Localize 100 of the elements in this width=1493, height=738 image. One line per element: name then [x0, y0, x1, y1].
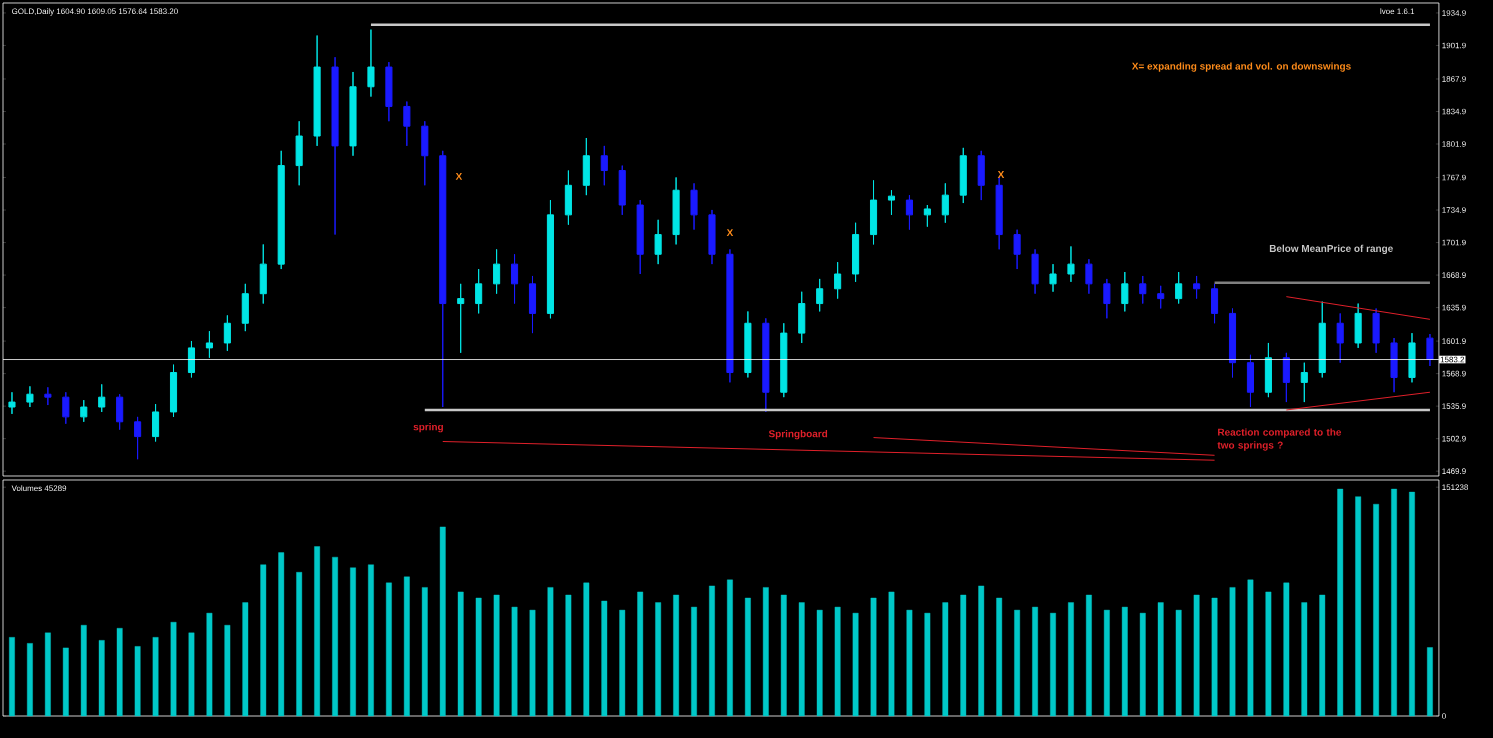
candlestick: [672, 176, 680, 245]
bar: [1157, 602, 1164, 717]
bar: [1014, 609, 1021, 717]
candlestick: [1264, 342, 1272, 398]
candlestick: [1372, 307, 1380, 354]
bar: [1175, 609, 1182, 717]
bar: [134, 646, 141, 717]
bar: [1103, 609, 1110, 717]
bar: [1409, 491, 1415, 717]
candlestick: [1246, 354, 1254, 408]
candlestick: [1282, 352, 1290, 403]
bar: [619, 609, 626, 717]
bar: [439, 526, 446, 717]
bar: [601, 600, 608, 717]
candlestick: [977, 150, 985, 201]
bar: [44, 632, 51, 717]
bar: [116, 628, 123, 717]
bar: [1211, 597, 1218, 717]
bar: [655, 602, 662, 717]
candlestick: [564, 170, 572, 226]
candlestick: [1426, 333, 1434, 367]
candlestick: [1157, 285, 1165, 309]
bar: [368, 564, 374, 717]
candlestick: [26, 385, 34, 408]
bar: [762, 587, 769, 717]
candlestick: [1390, 337, 1398, 393]
bar: [1121, 606, 1128, 717]
candlestick: [1228, 307, 1237, 378]
bar: [924, 612, 931, 717]
candlestick: [959, 147, 967, 204]
candlestick: [98, 383, 106, 413]
candlestick: [1013, 229, 1021, 270]
candlestick: [923, 204, 931, 228]
candlestick: [834, 261, 842, 300]
candlestick: [1085, 258, 1093, 295]
candlestick: [169, 364, 178, 418]
bar: [296, 572, 303, 717]
candlestick: [780, 322, 788, 398]
candlestick: [1211, 283, 1219, 324]
bar: [1283, 582, 1290, 717]
bar: [673, 594, 679, 717]
annotation: X: [726, 229, 734, 237]
candlestick: [295, 120, 303, 186]
candlestick: [1067, 245, 1075, 283]
candlestick: [941, 182, 949, 224]
candlestick: [726, 248, 734, 383]
candlestick: [8, 391, 16, 415]
candlestick: [313, 35, 321, 147]
bar: [1355, 496, 1362, 717]
annotation: Springboard: [768, 429, 828, 440]
bar: [1247, 579, 1254, 717]
bar: [978, 585, 985, 717]
candlestick: [816, 278, 824, 312]
candlestick: [708, 209, 716, 265]
bar: [960, 594, 967, 717]
bar: [457, 591, 464, 717]
candlestick: [187, 340, 196, 378]
bar: [170, 622, 177, 717]
bar: [996, 597, 1003, 717]
candlestick: [905, 194, 913, 231]
bar: [780, 594, 787, 717]
candlestick: [690, 182, 698, 231]
candlestick: [600, 145, 608, 186]
bar: [1068, 602, 1074, 717]
bar: [421, 587, 428, 717]
candlestick: [241, 283, 249, 332]
candlestick: [582, 137, 590, 196]
annotation: Below MeanPrice of range: [1269, 244, 1393, 255]
candlestick: [887, 189, 896, 216]
candlestick: [1031, 248, 1039, 295]
bar: [98, 640, 105, 717]
candlestick: [349, 71, 357, 157]
bar: [1391, 488, 1397, 717]
candlestick: [546, 199, 554, 319]
candlestick: [457, 283, 465, 354]
bar: [1086, 594, 1092, 717]
candlestick: [1318, 301, 1326, 378]
candlestick: [439, 150, 447, 408]
candlestick: [744, 310, 752, 378]
bar: [80, 625, 87, 717]
bar: [314, 546, 320, 717]
bar: [727, 579, 733, 717]
candlestick: [1193, 275, 1201, 300]
bar: [9, 637, 15, 717]
candlestick: [1175, 271, 1183, 305]
bar: [1337, 488, 1344, 717]
bar: [1050, 612, 1056, 717]
annotation: X= expanding spread and vol. on downswings: [1131, 62, 1351, 72]
bar: [188, 632, 195, 717]
bar: [475, 597, 482, 717]
bar: [386, 582, 392, 717]
bar: [350, 567, 356, 717]
annotation: spring: [413, 423, 443, 433]
bar: [1427, 647, 1433, 717]
bar: [798, 602, 805, 717]
candlestick: [1354, 303, 1362, 349]
bar: [906, 609, 913, 717]
bar: [1139, 612, 1146, 717]
bar: [816, 609, 823, 717]
candlestick: [62, 391, 70, 425]
